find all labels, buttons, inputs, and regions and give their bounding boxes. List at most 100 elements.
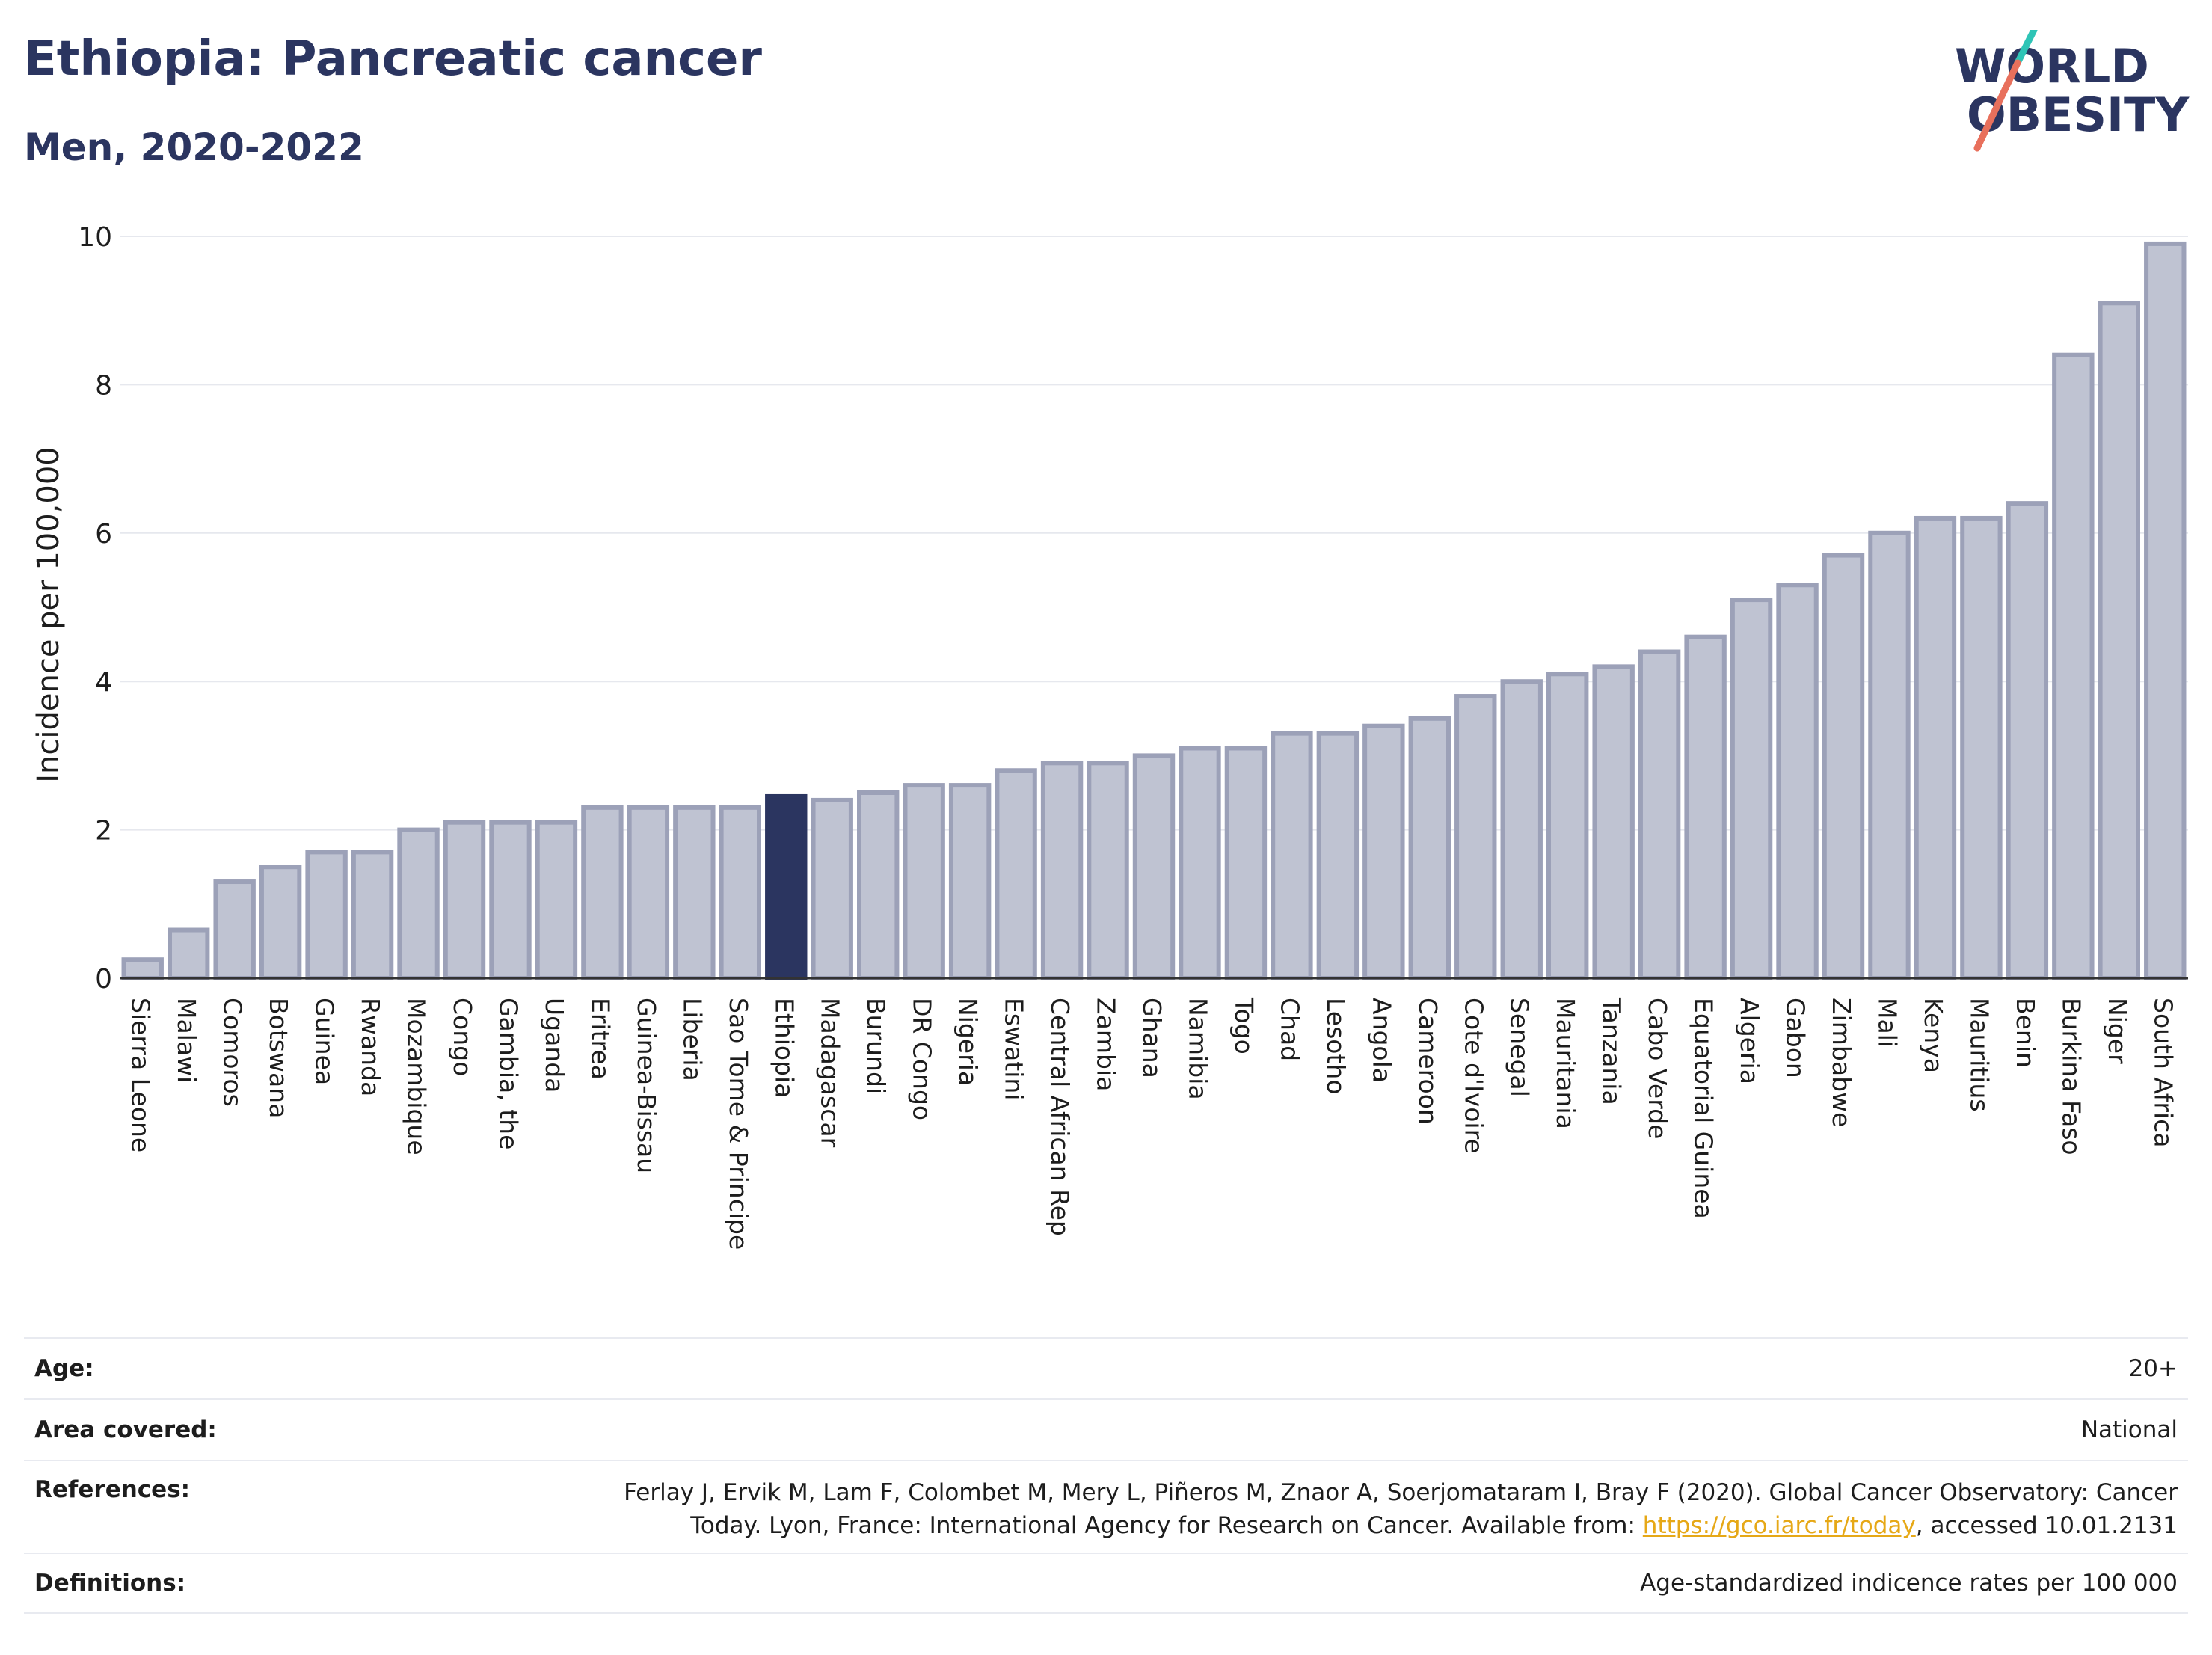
bar <box>1087 761 1129 980</box>
x-tick-label: Liberia <box>678 998 707 1081</box>
x-tick-label: Burkina Faso <box>2056 998 2086 1155</box>
bar <box>856 790 900 980</box>
references-text: Ferlay J, Ervik M, Lam F, Colombet M, Me… <box>624 1479 2178 1539</box>
references-label: References: <box>34 1476 191 1503</box>
bar <box>2098 301 2141 980</box>
x-tick-label: Benin <box>2011 998 2040 1068</box>
bar <box>1500 679 1543 980</box>
x-tick-label: Mozambique <box>402 998 431 1155</box>
bar <box>1684 634 1727 980</box>
references-accessed: , accessed 10.01.2131 <box>1915 1512 2178 1539</box>
bar <box>1822 553 1865 980</box>
x-tick-label: Sierra Leone <box>126 998 156 1152</box>
bar <box>1132 753 1176 981</box>
page-title: Ethiopia: Pancreatic cancer <box>24 31 762 87</box>
bar <box>489 820 532 981</box>
x-tick-label: Malawi <box>172 998 201 1083</box>
x-tick-label: Rwanda <box>356 998 385 1096</box>
bar <box>903 783 945 980</box>
bar <box>1454 694 1497 980</box>
bar <box>2052 352 2095 981</box>
metadata-table: Age: 20+ Area covered: National Referenc… <box>24 1337 2188 1614</box>
x-tick-label: Senegal <box>1505 998 1534 1097</box>
x-tick-label: Namibia <box>1183 998 1212 1100</box>
x-tick-label: Kenya <box>1919 998 1948 1073</box>
bar <box>627 805 670 980</box>
x-tick-label: Cabo Verde <box>1643 998 1672 1139</box>
x-tick-label: Algeria <box>1735 998 1764 1084</box>
bar <box>1224 746 1268 980</box>
bar <box>1868 530 1911 980</box>
area-label: Area covered: <box>34 1416 217 1443</box>
bar <box>1960 515 2003 980</box>
meta-row-area: Area covered: National <box>24 1398 2188 1460</box>
bar <box>1179 746 1221 980</box>
x-tick-label: Uganda <box>540 998 569 1093</box>
bar <box>811 797 853 981</box>
x-tick-label: Gambia, the <box>494 998 523 1149</box>
x-tick-label: Tanzania <box>1597 997 1626 1105</box>
y-tick-label: 6 <box>95 519 112 550</box>
x-tick-label: Burundi <box>861 998 891 1094</box>
bar-highlighted <box>765 793 808 980</box>
references-value: Ferlay J, Ervik M, Lam F, Colombet M, Me… <box>562 1476 2178 1542</box>
bar <box>1362 723 1405 980</box>
x-tick-label: Zimbabwe <box>1827 998 1856 1127</box>
age-value: 20+ <box>2128 1355 2178 1382</box>
bar <box>1914 515 1957 980</box>
x-tick-label: Zambia <box>1092 998 1121 1091</box>
y-tick-label: 4 <box>95 667 112 698</box>
x-tick-label: Mauritius <box>1964 998 1994 1112</box>
x-tick-label: Eswatini <box>1000 998 1029 1100</box>
x-tick-label: Botswana <box>264 998 293 1118</box>
bar <box>1546 672 1589 981</box>
x-axis-labels: Sierra Leone Malawi Comoros Botswana Guinea R… <box>126 997 2178 1250</box>
y-tick-label: 0 <box>95 964 112 995</box>
x-tick-label: Mauritania <box>1551 998 1580 1129</box>
bar <box>259 865 302 980</box>
bar <box>397 827 440 980</box>
bars <box>121 241 2187 981</box>
x-tick-label: Cote d'Ivoire <box>1459 998 1488 1154</box>
y-tick-label: 2 <box>95 816 112 847</box>
bar <box>581 805 624 980</box>
bar <box>351 850 394 980</box>
bar <box>2006 501 2049 980</box>
meta-row-age: Age: 20+ <box>24 1337 2188 1398</box>
logo-text-world: WORLD <box>1955 39 2149 93</box>
x-tick-label: DR Congo <box>908 998 937 1120</box>
bar-chart: 0 2 4 6 8 10 Sierra Leone Malawi Comoros Botswan… <box>31 222 2188 1250</box>
meta-row-references: References: Ferlay J, Ervik M, Lam F, Co… <box>24 1460 2188 1553</box>
x-tick-label: Mali <box>1872 998 1902 1048</box>
x-tick-label: Central African Rep <box>1045 998 1075 1236</box>
page-subtitle: Men, 2020-2022 <box>24 126 364 169</box>
y-tick-label: 10 <box>78 222 112 253</box>
x-tick-label: Comoros <box>218 998 248 1107</box>
bar <box>213 879 256 981</box>
x-tick-label: Togo <box>1229 997 1259 1054</box>
bar <box>167 927 210 981</box>
references-link[interactable]: https://gco.iarc.fr/today <box>1642 1512 1916 1539</box>
bar <box>719 805 762 980</box>
bar <box>995 768 1037 980</box>
bar <box>1592 664 1635 980</box>
x-tick-label: Ghana <box>1137 998 1167 1078</box>
bar <box>305 850 348 980</box>
x-tick-label: Chad <box>1275 998 1304 1061</box>
x-tick-label: Sao Tome & Principe <box>724 998 753 1250</box>
bar <box>535 820 578 981</box>
logo-slash-teal <box>2014 30 2038 67</box>
bar <box>2144 241 2187 981</box>
x-tick-label: Guinea <box>310 998 340 1085</box>
x-tick-label: Cameroon <box>1413 998 1443 1125</box>
y-axis-ticks: 0 2 4 6 8 10 <box>78 222 112 995</box>
x-tick-label: Equatorial Guinea <box>1689 998 1718 1219</box>
x-tick-label: Ethiopia <box>769 998 799 1098</box>
bar <box>673 805 716 980</box>
x-tick-label: Niger <box>2103 998 2132 1064</box>
logo-slash-coral <box>1973 59 2021 152</box>
x-tick-label: Nigeria <box>953 998 983 1086</box>
definitions-label: Definitions: <box>34 1570 186 1597</box>
definitions-value: Age-standardized indicence rates per 100… <box>1640 1570 2178 1597</box>
x-tick-label: Gabon <box>1781 998 1810 1078</box>
